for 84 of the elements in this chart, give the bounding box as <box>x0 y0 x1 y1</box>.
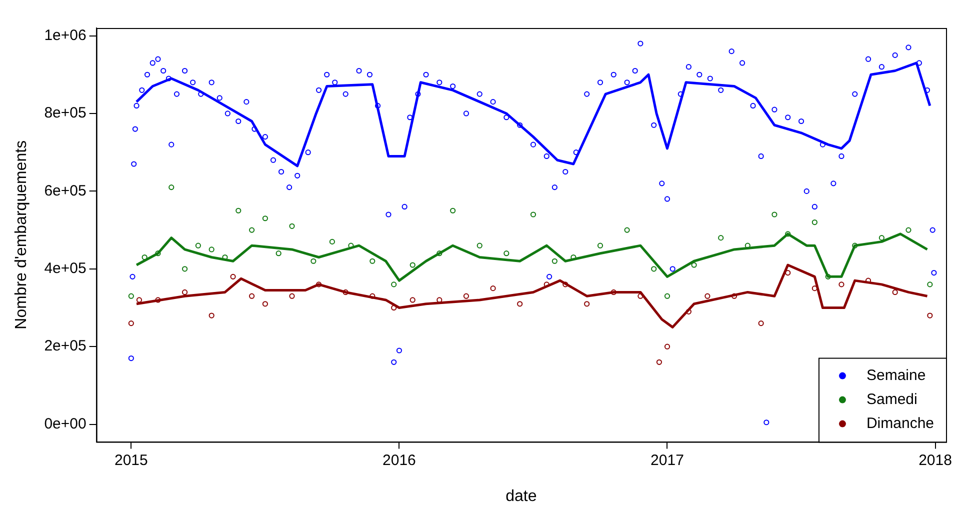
point <box>463 293 470 299</box>
point <box>878 235 884 241</box>
y-tick-label: 0e+00 <box>44 415 86 432</box>
point <box>476 242 482 248</box>
point <box>651 266 657 272</box>
point <box>812 286 818 292</box>
point <box>927 282 933 288</box>
point <box>704 293 710 299</box>
point <box>155 297 161 303</box>
point <box>310 258 316 264</box>
point <box>195 242 201 248</box>
point <box>758 320 764 326</box>
point <box>142 254 148 260</box>
point <box>772 212 778 218</box>
point <box>927 312 933 318</box>
point <box>656 359 662 365</box>
point <box>168 184 174 190</box>
point <box>262 216 268 222</box>
point <box>785 270 791 276</box>
point <box>248 293 255 299</box>
point <box>610 289 616 296</box>
point <box>262 301 268 307</box>
y-tick-label: 4e+05 <box>44 260 86 278</box>
x-tick-label: 2016 <box>382 452 416 469</box>
legend-label: Dimanche <box>866 414 934 432</box>
point <box>530 212 536 218</box>
x-axis-title: date <box>506 488 537 505</box>
y-axis-title: Nombre d'embarquements <box>13 140 30 330</box>
y-tick-label: 8e+05 <box>44 104 86 122</box>
point <box>436 250 442 256</box>
point <box>812 219 818 226</box>
point <box>686 308 692 314</box>
point <box>370 258 376 264</box>
point <box>182 266 188 272</box>
point <box>517 301 523 307</box>
point <box>664 293 670 299</box>
point <box>230 274 236 280</box>
point <box>624 227 630 233</box>
legend-label: Semaine <box>866 366 926 384</box>
point <box>208 246 214 252</box>
point <box>838 282 844 288</box>
point <box>562 282 568 288</box>
point <box>906 227 912 233</box>
y-tick-label: 2e+05 <box>44 338 86 355</box>
point <box>664 344 670 350</box>
point <box>691 262 697 268</box>
point <box>785 231 791 237</box>
x-tick-label: 2015 <box>114 452 148 469</box>
point <box>182 289 188 296</box>
point <box>128 293 134 299</box>
point <box>892 289 898 296</box>
point <box>490 286 496 292</box>
y-tick-label: 1e+06 <box>44 26 86 44</box>
point <box>450 208 456 214</box>
point <box>504 250 510 256</box>
point <box>718 235 724 241</box>
point <box>316 282 322 288</box>
point <box>638 293 644 299</box>
point <box>248 227 255 233</box>
point <box>391 304 397 311</box>
point <box>289 293 295 299</box>
y-tick-label: 6e+05 <box>44 182 86 200</box>
point <box>597 242 604 248</box>
point <box>329 238 335 244</box>
point <box>552 258 558 264</box>
point <box>584 301 590 307</box>
point <box>410 297 416 303</box>
point <box>155 250 161 256</box>
point <box>136 297 142 303</box>
point <box>276 250 282 256</box>
point <box>370 293 376 299</box>
point <box>825 274 831 280</box>
point <box>128 320 134 326</box>
point <box>289 223 295 229</box>
point <box>342 289 348 296</box>
point <box>236 208 242 214</box>
point <box>208 312 214 318</box>
legend-label: Samedi <box>866 390 918 408</box>
x-tick-label: 2018 <box>918 452 952 469</box>
point <box>731 293 738 299</box>
point <box>391 282 397 288</box>
x-tick-label: 2017 <box>650 452 684 469</box>
point <box>410 262 416 268</box>
point <box>852 242 858 248</box>
